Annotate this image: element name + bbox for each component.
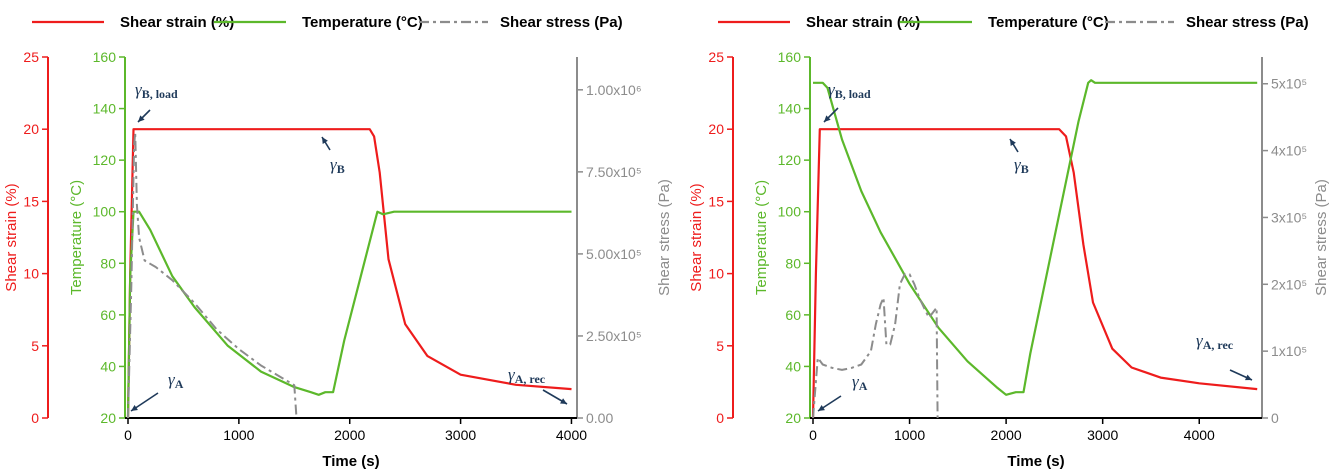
temperature-tick-label-0: 20 <box>100 410 116 426</box>
annotation-arrow-head-3 <box>560 398 567 404</box>
series-line-temperature <box>813 79 1258 396</box>
annotation-label-2: γA <box>168 370 184 391</box>
temperature-tick-label-4: 100 <box>93 204 117 220</box>
x-tick-label-4: 4000 <box>1184 427 1215 443</box>
x-tick-label-1: 1000 <box>223 427 254 443</box>
temperature-tick-label-3: 80 <box>100 255 116 271</box>
stress-tick-label-4: 1.00x10⁶ <box>586 82 642 98</box>
annotation-label-0: γB, load <box>828 80 871 101</box>
strain-tick-label-4: 20 <box>708 121 724 137</box>
legend-label-0: Shear strain (%) <box>120 14 234 31</box>
annotation-arrow-head-2 <box>131 404 138 411</box>
series-line-temperature <box>126 210 572 419</box>
annotation-arrow-head-3 <box>1245 374 1252 381</box>
temperature-tick-label-6: 140 <box>778 101 802 117</box>
temperature-tick-label-5: 120 <box>93 152 117 168</box>
x-tick-label-1: 1000 <box>894 427 925 443</box>
annotation-arrow-head-0 <box>824 115 831 122</box>
stress-tick-label-4: 4x10⁵ <box>1271 143 1307 159</box>
temperature-tick-label-6: 140 <box>93 101 117 117</box>
x-tick-label-2: 2000 <box>334 427 365 443</box>
temperature-tick-label-1: 40 <box>785 358 801 374</box>
strain-tick-label-0: 0 <box>716 410 724 426</box>
temperature-tick-label-7: 160 <box>93 49 117 65</box>
legend-label-0: Shear strain (%) <box>806 14 920 31</box>
annotation-label-0: γB, load <box>135 80 178 101</box>
right-chart: Shear strain (%) Temperature (°C) Shear st… <box>688 14 1330 470</box>
strain-tick-label-5: 25 <box>708 49 724 65</box>
annotation-label-2: γA <box>852 372 868 393</box>
stress-tick-label-2: 2x10⁵ <box>1271 276 1307 292</box>
strain-tick-label-5: 25 <box>23 49 39 65</box>
legend-label-1: Temperature (°C) <box>302 14 423 31</box>
stress-tick-label-2: 5.00x10⁵ <box>586 246 642 262</box>
temperature-tick-label-2: 60 <box>785 307 801 323</box>
strain-axis-title: Shear strain (%) <box>688 183 705 291</box>
strain-tick-label-2: 10 <box>708 266 724 282</box>
strain-tick-label-1: 5 <box>31 338 39 354</box>
x-axis-title: Time (s) <box>322 453 379 470</box>
temperature-axis-title: Temperature (°C) <box>753 180 770 295</box>
temperature-tick-label-4: 100 <box>778 204 802 220</box>
x-tick-label-2: 2000 <box>991 427 1022 443</box>
legend-label-2: Shear stress (Pa) <box>500 14 623 31</box>
annotation-arrow-head-1 <box>1010 139 1016 146</box>
x-tick-label-3: 3000 <box>1087 427 1118 443</box>
stress-tick-label-1: 2.50x10⁵ <box>586 328 642 344</box>
stress-tick-label-1: 1x10⁵ <box>1271 343 1307 359</box>
temperature-tick-label-1: 40 <box>100 358 116 374</box>
x-tick-label-0: 0 <box>809 427 817 443</box>
temperature-tick-label-2: 60 <box>100 307 116 323</box>
strain-tick-label-1: 5 <box>716 338 724 354</box>
annotation-arrow-head-0 <box>138 115 145 122</box>
stress-tick-label-0: 0.00 <box>586 410 613 426</box>
series-line-strain <box>126 128 572 419</box>
temperature-tick-label-7: 160 <box>778 49 802 65</box>
stress-axis-title: Shear stress (Pa) <box>656 179 673 296</box>
strain-tick-label-3: 15 <box>23 193 39 209</box>
annotation-label-3: γA, rec <box>1196 331 1234 352</box>
series-line-stress <box>812 273 939 419</box>
series-line-strain <box>811 128 1258 419</box>
strain-tick-label-3: 15 <box>708 193 724 209</box>
strain-tick-label-2: 10 <box>23 266 39 282</box>
temperature-tick-label-0: 20 <box>785 410 801 426</box>
stress-tick-label-3: 3x10⁵ <box>1271 209 1307 225</box>
annotation-arrow-head-2 <box>818 405 825 411</box>
temperature-tick-label-3: 80 <box>785 255 801 271</box>
stress-tick-label-0: 0 <box>1271 410 1279 426</box>
annotation-label-1: γB <box>330 155 345 176</box>
x-tick-label-0: 0 <box>124 427 132 443</box>
temperature-axis-title: Temperature (°C) <box>68 180 85 295</box>
stress-tick-label-3: 7.50x10⁵ <box>586 164 642 180</box>
strain-tick-label-4: 20 <box>23 121 39 137</box>
legend-label-2: Shear stress (Pa) <box>1186 14 1309 31</box>
stress-tick-label-5: 5x10⁵ <box>1271 76 1307 92</box>
x-tick-label-4: 4000 <box>556 427 587 443</box>
annotation-label-1: γB <box>1014 155 1029 176</box>
annotation-arrow-head-1 <box>322 137 328 144</box>
legend-label-1: Temperature (°C) <box>988 14 1109 31</box>
strain-tick-label-0: 0 <box>31 410 39 426</box>
annotation-label-3: γA, rec <box>508 365 546 386</box>
left-chart: Shear strain (%) Temperature (°C) Shear st… <box>3 14 673 470</box>
strain-axis-title: Shear strain (%) <box>3 183 20 291</box>
x-tick-label-3: 3000 <box>445 427 476 443</box>
stress-axis-title: Shear stress (Pa) <box>1313 179 1330 296</box>
temperature-tick-label-5: 120 <box>778 152 802 168</box>
x-axis-title: Time (s) <box>1007 453 1064 470</box>
series-line-stress <box>127 131 298 419</box>
